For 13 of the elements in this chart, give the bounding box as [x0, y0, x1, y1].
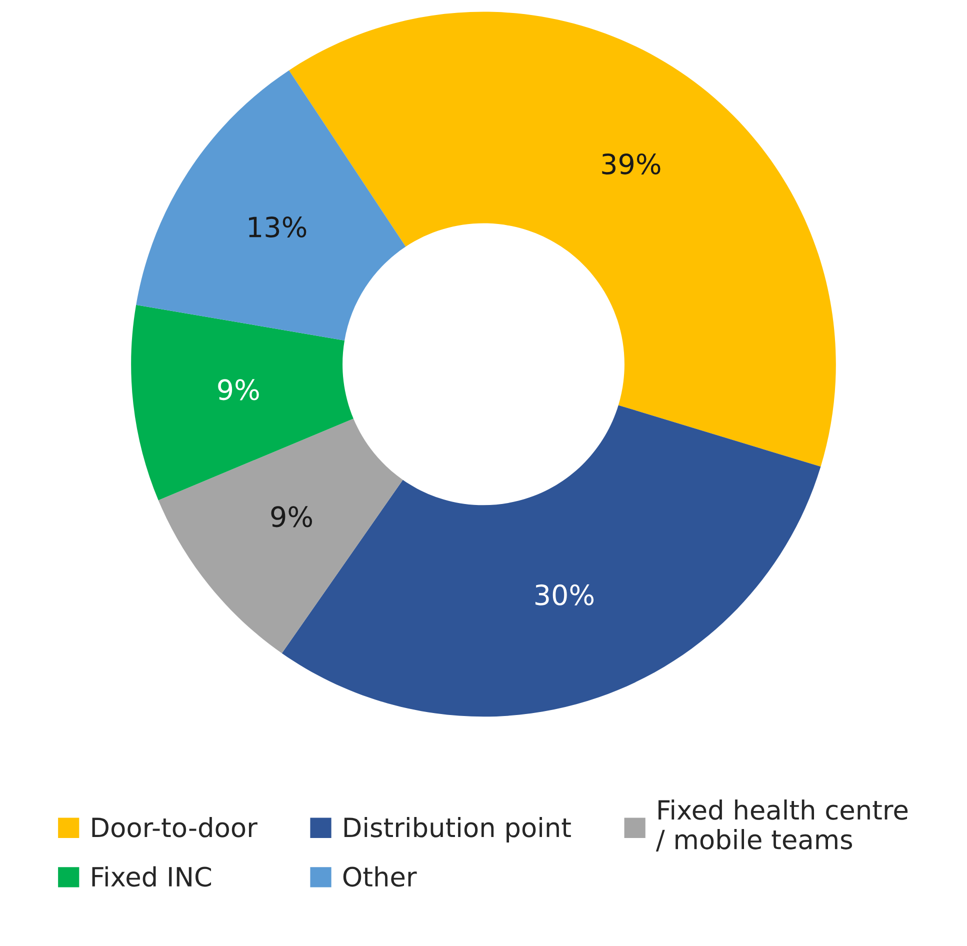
donut-slice — [136, 70, 406, 340]
donut-slice — [131, 304, 354, 500]
data-label: 30% — [535, 584, 594, 606]
legend-label: Distribution point — [344, 816, 571, 843]
data-label: 9% — [218, 379, 259, 400]
legend-label: Fixed INC — [92, 866, 212, 887]
legend-label: Other — [343, 866, 417, 887]
data-label: 9% — [271, 506, 312, 528]
data-label: 13% — [249, 216, 306, 238]
legend-label: Fixed health centre / mobile teams — [656, 799, 908, 852]
legend-label: Door-to-door — [92, 816, 258, 838]
data-label: 39% — [602, 153, 660, 174]
donut-slice — [158, 418, 403, 654]
